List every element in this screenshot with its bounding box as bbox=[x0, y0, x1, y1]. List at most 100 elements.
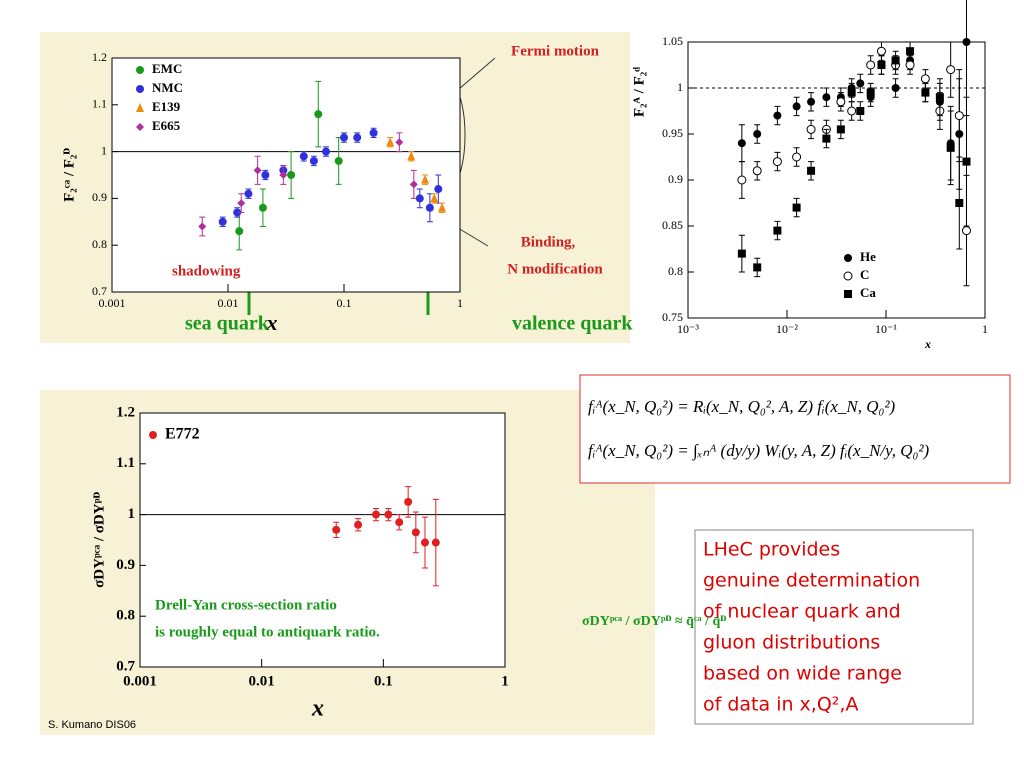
marker bbox=[961, 226, 971, 236]
marker bbox=[822, 93, 831, 102]
y-tick-label: 1.2 bbox=[116, 404, 135, 420]
marker bbox=[737, 139, 746, 148]
marker bbox=[856, 107, 865, 115]
marker bbox=[847, 88, 856, 97]
marker bbox=[425, 203, 434, 212]
marker bbox=[906, 47, 915, 56]
y-axis-label: F₂ᶜᵃ / F₂ᴰ bbox=[61, 148, 77, 202]
marker bbox=[876, 46, 886, 56]
marker bbox=[946, 143, 955, 152]
marker bbox=[340, 133, 348, 142]
marker bbox=[415, 194, 424, 203]
annotation: is roughly equal to antiquark ratio. bbox=[155, 624, 380, 640]
marker bbox=[233, 208, 242, 217]
x-tick-label: 0.001 bbox=[99, 296, 126, 310]
legend-marker bbox=[149, 431, 157, 439]
note-line: gluon distributions bbox=[703, 632, 880, 654]
marker bbox=[753, 130, 762, 138]
y-tick-label: 0.8 bbox=[116, 608, 135, 624]
y-tick-label: 0.75 bbox=[662, 310, 683, 324]
credit: S. Kumano DIS06 bbox=[48, 719, 136, 731]
marker bbox=[434, 185, 443, 194]
equation: fᵢᴬ(x_N, Q₀²) = Rᵢ(x_N, Q₀², A, Z) fᵢ(x_… bbox=[588, 397, 896, 416]
y-tick-label: 0.95 bbox=[662, 126, 683, 140]
note-box bbox=[694, 529, 974, 725]
y-axis-label: F₂ᴬ / F₂ᵈ bbox=[631, 67, 647, 117]
y-tick-label: 1 bbox=[101, 143, 107, 157]
marker bbox=[407, 151, 416, 161]
x-tick-label: 0.001 bbox=[123, 673, 157, 689]
marker bbox=[395, 138, 404, 147]
marker bbox=[921, 88, 930, 97]
marker bbox=[962, 38, 971, 46]
marker bbox=[891, 84, 900, 92]
marker bbox=[314, 110, 323, 119]
legend-label: EMC bbox=[152, 61, 182, 76]
annotation: Binding, bbox=[521, 234, 576, 250]
marker bbox=[253, 166, 262, 175]
legend-label: E772 bbox=[165, 426, 200, 443]
marker bbox=[856, 79, 865, 88]
annotation: sea quark bbox=[185, 313, 270, 335]
marker bbox=[334, 156, 343, 165]
y-tick-label: 0.9 bbox=[116, 557, 135, 573]
marker bbox=[322, 147, 331, 156]
note-line: of data in x,Q²,A bbox=[703, 694, 858, 716]
marker bbox=[198, 222, 207, 231]
legend-marker bbox=[844, 254, 852, 262]
marker bbox=[752, 166, 762, 176]
x-axis-label: x bbox=[924, 337, 931, 351]
marker bbox=[386, 137, 395, 147]
equation-box bbox=[579, 374, 1011, 484]
marker bbox=[946, 65, 956, 75]
x-tick-label: 0.01 bbox=[218, 296, 239, 310]
marker bbox=[955, 199, 964, 207]
annotation: shadowing bbox=[172, 263, 241, 279]
y-tick-label: 1.1 bbox=[92, 97, 107, 111]
y-tick-label: 0.85 bbox=[662, 218, 683, 232]
marker bbox=[847, 106, 857, 116]
marker bbox=[737, 175, 747, 185]
marker bbox=[354, 520, 363, 529]
marker bbox=[935, 93, 944, 102]
x-tick-label: 1 bbox=[501, 673, 509, 689]
marker bbox=[353, 133, 362, 142]
annotation: valence quark bbox=[512, 313, 633, 335]
x-tick-label: 10⁻¹ bbox=[875, 322, 897, 336]
y-tick-label: 0.7 bbox=[116, 658, 135, 674]
y-tick-label: 1 bbox=[128, 506, 136, 522]
marker bbox=[235, 227, 244, 236]
marker bbox=[258, 203, 267, 212]
note-line: LHeC provides bbox=[703, 539, 840, 561]
marker bbox=[753, 263, 762, 272]
x-tick-label: 0.01 bbox=[249, 673, 275, 689]
legend-label: NMC bbox=[152, 80, 183, 95]
marker bbox=[431, 538, 440, 547]
marker bbox=[822, 134, 831, 143]
note: LHeC provides genuine determination of n… bbox=[703, 539, 920, 716]
marker bbox=[891, 56, 900, 65]
marker bbox=[369, 128, 378, 137]
y-tick-label: 0.9 bbox=[668, 172, 683, 186]
marker bbox=[836, 125, 845, 134]
marker bbox=[299, 152, 308, 161]
marker bbox=[332, 525, 341, 534]
x-tick-label: 0.1 bbox=[337, 296, 352, 310]
plot-frame bbox=[139, 412, 506, 668]
marker bbox=[244, 189, 253, 198]
y-tick-label: 1.2 bbox=[92, 50, 107, 64]
note-line: genuine determination bbox=[703, 570, 920, 592]
x-axis-label: x bbox=[266, 310, 278, 335]
marker bbox=[261, 171, 270, 179]
marker bbox=[792, 152, 802, 162]
legend-marker bbox=[843, 271, 853, 281]
legend-marker bbox=[136, 85, 144, 93]
marker bbox=[772, 157, 782, 167]
marker bbox=[404, 497, 413, 506]
marker bbox=[866, 60, 876, 70]
y-tick-label: 0.7 bbox=[92, 284, 107, 298]
y-tick-label: 0.9 bbox=[92, 190, 107, 204]
marker bbox=[409, 180, 418, 189]
x-tick-label: 1 bbox=[982, 322, 988, 336]
